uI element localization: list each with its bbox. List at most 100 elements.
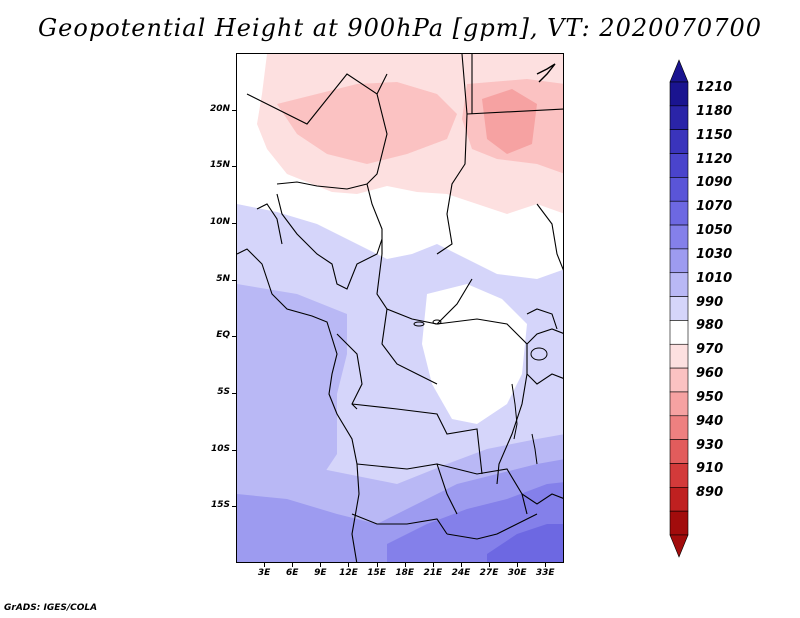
colorbar-level-label: 940 [696,413,724,429]
map-plot-area [236,53,564,563]
colorbar-swatch [669,153,689,178]
boundary-sudan-ethiopia [536,203,563,271]
boundary-zambia [436,463,528,515]
boundary-drc-angola [351,403,483,475]
x-tick-label: 6E [286,568,299,578]
lake-tanganyika [511,383,518,440]
lake-malawi [531,433,538,465]
field-band-1090-1120 [487,524,563,562]
colorbar-level-label: 1090 [696,175,733,191]
colorbar-swatch [669,391,689,417]
boundary-congo [336,333,363,410]
field-band-990-1010-congo [422,284,527,424]
colorbar-swatch [669,415,689,440]
lake-small-2 [432,319,442,325]
y-tick-label: 10N [209,217,230,227]
footer-credit: GrADS: IGES/COLA [4,603,98,613]
colorbar-level-label: 1010 [696,270,733,286]
colorbar-level-label: 1070 [696,199,733,215]
boundary-west-coast-1 [256,203,283,245]
boundary-niger-chad [366,183,383,254]
x-tick-mark [404,563,406,567]
x-tick-mark [292,563,294,567]
y-tick-mark [232,223,236,224]
colorbar-swatch [669,248,689,274]
x-tick-mark [264,563,266,567]
boundary-nigeria [276,193,383,290]
x-tick-label: 30E [507,568,527,578]
y-tick-label: 10S [210,443,230,454]
colorbar-swatch [669,463,689,488]
boundary-mozambique [521,493,563,505]
colorbar-swatch [669,200,689,226]
x-tick-label: 21E [423,568,443,578]
y-tick-mark [232,449,236,451]
colorbar-level-label: 890 [696,485,724,501]
colorbar-swatch [669,367,689,393]
boundary-tanzania [526,373,563,385]
colorbar-level-label: 970 [696,342,724,358]
colorbar-swatch [669,343,689,369]
x-tick-label: 24E [451,568,471,578]
colorbar-top-arrow [669,59,689,83]
colorbar-level-label: 930 [696,437,724,453]
y-tick-mark [232,506,236,508]
x-tick-mark [489,563,491,567]
red-sea [536,63,556,83]
x-tick-label: 33E [535,568,555,578]
colorbar-level-label: 1180 [696,103,733,119]
colorbar-level-label: 1150 [696,127,733,143]
colorbar-swatch [669,105,689,130]
colorbar-swatch [669,439,689,464]
colorbar-swatch [669,129,689,154]
x-tick-label: 3E [257,568,271,578]
y-tick-mark [232,109,236,111]
colorbar-swatch [669,510,689,536]
x-tick-mark [320,563,322,567]
colorbar-level-label: 1030 [696,246,733,262]
boundary-cameroon [376,253,473,325]
y-tick-label: 15N [209,160,230,171]
boundary-sahara-2 [366,93,388,185]
boundary-namibia [351,513,448,535]
colorbar-level-label: 1210 [696,80,733,95]
boundary-east-africa [526,328,563,345]
colorbar-level-label: 990 [696,294,724,310]
boundary-sahara-1 [246,73,388,125]
y-tick-mark [232,279,236,281]
x-tick-mark [348,563,350,567]
x-tick-mark [376,563,378,567]
coastline-west [237,248,360,562]
x-tick-label: 9E [314,568,327,578]
boundary-botswana [446,513,538,540]
colorbar-level-label: 1050 [696,223,733,239]
lake-small-1 [413,321,425,327]
boundary-uganda [526,308,558,330]
x-tick-label: 12E [339,568,358,578]
colorbar-swatch [669,224,689,250]
boundary-sahel [276,181,368,190]
y-tick-label: 5S [217,387,230,397]
y-tick-label: 5N [216,273,230,284]
map-field-svg [237,54,563,562]
colorbar-swatch [669,177,689,202]
x-tick-mark [517,563,519,567]
lake-victoria [530,347,548,361]
colorbar-swatch [669,81,689,107]
field-band-960-970 [482,89,537,154]
y-tick-label: 20N [209,103,230,114]
lakes [413,319,548,465]
field-band-970-980-a [277,82,457,164]
boundary-car [381,308,438,385]
x-tick-label: 18E [395,568,415,578]
y-tick-label: 15S [210,500,230,511]
boundary-egypt [466,108,563,115]
x-tick-mark [545,563,547,567]
colorbar-level-label: 960 [696,366,724,382]
colorbar-level-label: 910 [696,461,724,477]
field-band-1030-1050-west [237,284,347,494]
colorbar-swatch [669,320,689,345]
colorbar-level-label: 1120 [696,151,733,167]
x-tick-label: 15E [367,568,386,578]
y-tick-mark [232,393,236,394]
